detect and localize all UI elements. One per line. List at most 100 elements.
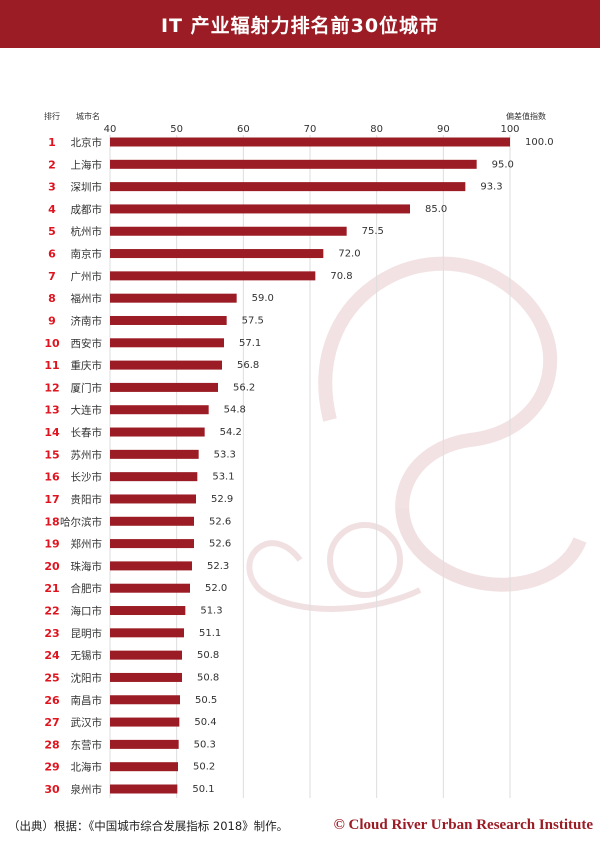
data-label: 52.6 <box>209 516 231 527</box>
bars <box>110 137 510 794</box>
bar <box>110 360 222 370</box>
rank-label: 15 <box>44 448 59 461</box>
rank-label: 6 <box>48 248 56 261</box>
data-label: 50.1 <box>192 784 214 795</box>
data-label: 50.8 <box>197 650 219 661</box>
source-note: （出典）根据：《中国城市综合发展指标 2018》制作。 <box>8 818 289 833</box>
category-label: 广州市 <box>71 270 103 283</box>
rank-label: 17 <box>44 493 59 506</box>
data-label: 50.3 <box>194 739 216 750</box>
rank-label: 11 <box>44 359 59 372</box>
bar <box>110 405 209 415</box>
rank-label: 5 <box>48 225 56 238</box>
x-tick-label: 80 <box>370 124 383 135</box>
category-label: 深圳市 <box>71 181 103 194</box>
rank-label: 28 <box>44 738 59 751</box>
rank-label: 16 <box>44 471 60 484</box>
bar <box>110 249 324 259</box>
data-label: 54.8 <box>224 405 246 416</box>
data-label: 57.1 <box>239 338 261 349</box>
category-label: 北京市 <box>71 136 103 149</box>
bar <box>110 204 410 214</box>
category-label: 沈阳市 <box>71 671 103 684</box>
bar <box>110 784 178 794</box>
rank-label: 7 <box>48 270 56 283</box>
rank-label: 20 <box>44 560 60 573</box>
data-label: 75.5 <box>362 226 384 237</box>
x-tick-label: 40 <box>104 124 117 135</box>
rank-label: 29 <box>44 761 59 774</box>
bar <box>110 539 194 549</box>
category-label: 哈尔滨市 <box>60 515 102 528</box>
category-label: 西安市 <box>71 337 103 350</box>
x-tick-label: 60 <box>237 124 250 135</box>
rank-label: 19 <box>44 538 59 551</box>
data-label: 56.2 <box>233 382 255 393</box>
rank-label: 21 <box>44 582 59 595</box>
data-label: 53.3 <box>214 449 236 460</box>
bar <box>110 583 190 593</box>
bar <box>110 293 237 303</box>
data-label: 56.8 <box>237 360 259 371</box>
bar <box>110 717 180 727</box>
category-label: 成都市 <box>71 203 103 216</box>
data-label: 51.3 <box>200 606 222 617</box>
x-tick-label: 100 <box>500 124 519 135</box>
data-label: 52.3 <box>207 561 229 572</box>
bar <box>110 449 199 459</box>
footer: （出典）根据：《中国城市综合发展指标 2018》制作。 © Cloud Rive… <box>8 817 593 834</box>
data-label: 57.5 <box>242 315 264 326</box>
bar <box>110 338 224 348</box>
rank-label: 13 <box>44 404 59 417</box>
category-label: 昆明市 <box>71 627 103 640</box>
grid-lines <box>109 135 511 798</box>
rank-header: 排行 <box>44 111 60 121</box>
rank-label: 1 <box>48 136 56 149</box>
category-label: 上海市 <box>71 158 103 171</box>
category-label: 大连市 <box>71 404 103 417</box>
rank-label: 14 <box>44 426 60 439</box>
data-label: 50.8 <box>197 672 219 683</box>
category-label: 珠海市 <box>71 560 103 573</box>
category-label: 长沙市 <box>71 471 103 484</box>
bar <box>110 739 179 749</box>
data-label: 50.2 <box>193 762 215 773</box>
bar <box>110 606 186 616</box>
rank-label: 10 <box>44 337 60 350</box>
data-label: 52.9 <box>211 494 233 505</box>
bar <box>110 271 316 281</box>
rank-label: 22 <box>44 605 59 618</box>
category-label: 贵阳市 <box>71 493 103 506</box>
rank-label: 30 <box>44 783 60 796</box>
data-label: 50.4 <box>194 717 216 728</box>
data-label: 53.1 <box>212 472 234 483</box>
bar <box>110 516 194 526</box>
rank-label: 4 <box>48 203 56 216</box>
x-tick-label: 90 <box>437 124 450 135</box>
category-label: 东营市 <box>71 738 103 751</box>
category-label: 南昌市 <box>71 694 103 707</box>
bar <box>110 672 182 682</box>
data-label: 50.5 <box>195 695 217 706</box>
rank-label: 18 <box>44 515 59 528</box>
bar <box>110 137 510 147</box>
copyright: © Cloud River Urban Research Institute <box>333 817 593 833</box>
category-label: 南京市 <box>71 248 103 261</box>
bar <box>110 315 227 325</box>
bar <box>110 427 205 437</box>
category-label: 福州市 <box>71 292 103 305</box>
data-label: 54.2 <box>220 427 242 438</box>
rank-label: 23 <box>44 627 59 640</box>
category-label: 北海市 <box>71 761 103 774</box>
rank-label: 12 <box>44 381 59 394</box>
data-label: 59.0 <box>252 293 274 304</box>
bar <box>110 494 196 504</box>
rank-label: 3 <box>48 181 56 194</box>
chart-title: IT 产业辐射力排名前30位城市 <box>0 0 600 48</box>
rank-label: 26 <box>44 694 60 707</box>
category-label: 长春市 <box>71 426 103 439</box>
data-label: 85.0 <box>425 204 447 215</box>
data-label: 72.0 <box>338 249 360 260</box>
rank-label: 25 <box>44 671 59 684</box>
